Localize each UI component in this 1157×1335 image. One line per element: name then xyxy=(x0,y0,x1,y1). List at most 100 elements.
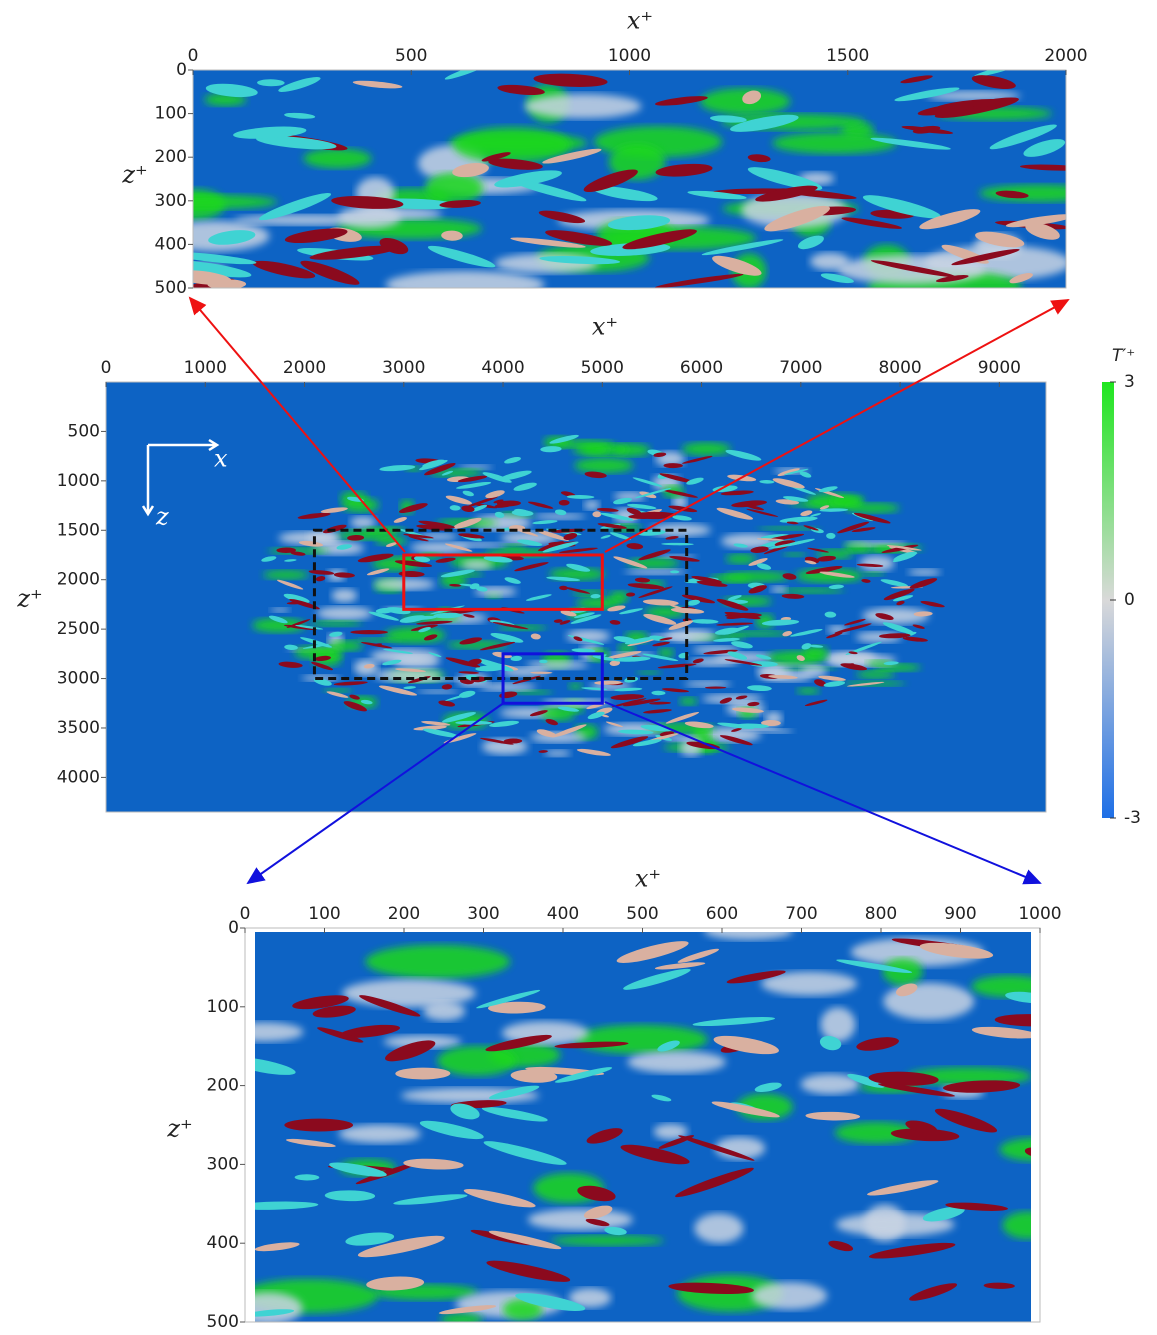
field-patch xyxy=(331,588,358,603)
vortex-structure xyxy=(539,256,621,265)
vortex-structure xyxy=(819,505,830,510)
vortex-structure xyxy=(611,698,647,708)
vortex-structure xyxy=(759,480,775,484)
y-tick-label: 1500 xyxy=(57,520,100,540)
vortex-structure xyxy=(881,544,919,553)
vortex-structure xyxy=(632,739,662,747)
field-patch xyxy=(500,531,558,545)
vortex-structure xyxy=(862,195,941,219)
field-patch xyxy=(779,587,845,594)
vortex-structure xyxy=(638,549,671,561)
field-patch xyxy=(723,571,790,583)
vortex-structure xyxy=(719,697,732,704)
vortex-structure xyxy=(439,200,481,208)
field-patch xyxy=(583,500,600,510)
field-patch xyxy=(772,132,897,154)
vortex-structure xyxy=(284,1118,354,1132)
vortex-structure xyxy=(427,245,496,268)
vortex-structure xyxy=(651,1094,672,1102)
vortex-structure xyxy=(607,215,671,231)
vortex-structure xyxy=(493,499,504,504)
vortex-structure xyxy=(901,126,954,134)
vortex-structure xyxy=(704,686,727,689)
vortex-structure xyxy=(336,544,352,550)
field-patch xyxy=(800,1073,861,1095)
field-patch xyxy=(725,630,789,637)
vortex-structure xyxy=(701,239,784,256)
vortex-structure xyxy=(540,446,562,453)
plot-frame xyxy=(105,381,1047,813)
field-patch xyxy=(338,1124,421,1144)
vortex-structure xyxy=(438,1305,497,1315)
x-tick-label: 500 xyxy=(395,46,427,66)
vortex-structure xyxy=(934,1108,998,1133)
vortex-structure xyxy=(349,694,360,700)
field-patch xyxy=(801,665,828,678)
vortex-structure xyxy=(882,622,915,635)
vortex-structure xyxy=(824,611,837,618)
vortex-structure xyxy=(314,655,331,661)
vortex-structure xyxy=(255,1242,300,1252)
vortex-structure xyxy=(257,79,285,87)
vortex-structure xyxy=(444,543,473,552)
vortex-structure xyxy=(677,948,720,963)
vortex-structure xyxy=(252,260,316,279)
field-patch xyxy=(757,526,820,531)
vortex-structure xyxy=(278,661,303,668)
zoom-region xyxy=(312,528,689,681)
vortex-structure xyxy=(665,712,700,724)
vortex-structure xyxy=(479,641,516,651)
vortex-structure xyxy=(748,558,768,566)
vortex-structure xyxy=(848,651,858,655)
vortex-structure xyxy=(276,579,304,590)
vortex-structure xyxy=(868,1242,956,1259)
vortex-structure xyxy=(486,1260,571,1282)
vortex-structure xyxy=(435,557,456,563)
vortex-structure xyxy=(345,1232,395,1246)
vortex-structure xyxy=(818,675,846,681)
field-patch xyxy=(679,697,698,706)
vortex-structure xyxy=(655,96,708,106)
y-tick-label: 3500 xyxy=(57,718,100,738)
vortex-structure xyxy=(565,587,591,594)
vortex-structure xyxy=(1020,164,1066,171)
vortex-structure xyxy=(975,231,1025,248)
vortex-structure xyxy=(657,663,697,669)
vortex-structure xyxy=(494,170,562,188)
colorbar-tick-label: -3 xyxy=(1124,808,1141,828)
vortex-structure xyxy=(433,612,463,619)
field-image xyxy=(106,382,1046,812)
vortex-structure xyxy=(642,599,679,606)
vortex-structure xyxy=(475,665,504,672)
vortex-structure xyxy=(920,600,945,608)
vortex-structure xyxy=(807,547,829,553)
vortex-structure xyxy=(651,690,666,696)
vortex-structure xyxy=(494,511,505,518)
y-tick-label: 0 xyxy=(176,60,187,80)
vortex-structure xyxy=(627,583,665,590)
vortex-structure xyxy=(667,603,690,612)
field-patch xyxy=(627,1050,726,1074)
vortex-structure xyxy=(626,503,657,510)
vortex-structure xyxy=(880,579,908,587)
zoom-region xyxy=(501,652,604,705)
vortex-structure xyxy=(669,570,680,574)
vortex-structure xyxy=(542,541,579,553)
vortex-structure xyxy=(610,736,649,749)
vortex-structure xyxy=(509,178,587,202)
vortex-structure xyxy=(731,500,768,508)
vortex-structure xyxy=(668,1282,754,1295)
field-patch xyxy=(636,670,662,675)
y-axis-label: z⁺ xyxy=(121,161,147,189)
vortex-structure xyxy=(538,210,586,224)
x-tick-label: 2000 xyxy=(283,358,326,378)
field-patch xyxy=(193,194,278,210)
vortex-structure xyxy=(488,1001,546,1014)
field-image xyxy=(255,932,1031,1322)
field-patch xyxy=(782,552,807,557)
vortex-structure xyxy=(870,137,951,150)
field-patch xyxy=(617,644,636,653)
field-patch xyxy=(803,645,829,660)
field-patch xyxy=(856,670,896,679)
vortex-structure xyxy=(750,546,769,553)
